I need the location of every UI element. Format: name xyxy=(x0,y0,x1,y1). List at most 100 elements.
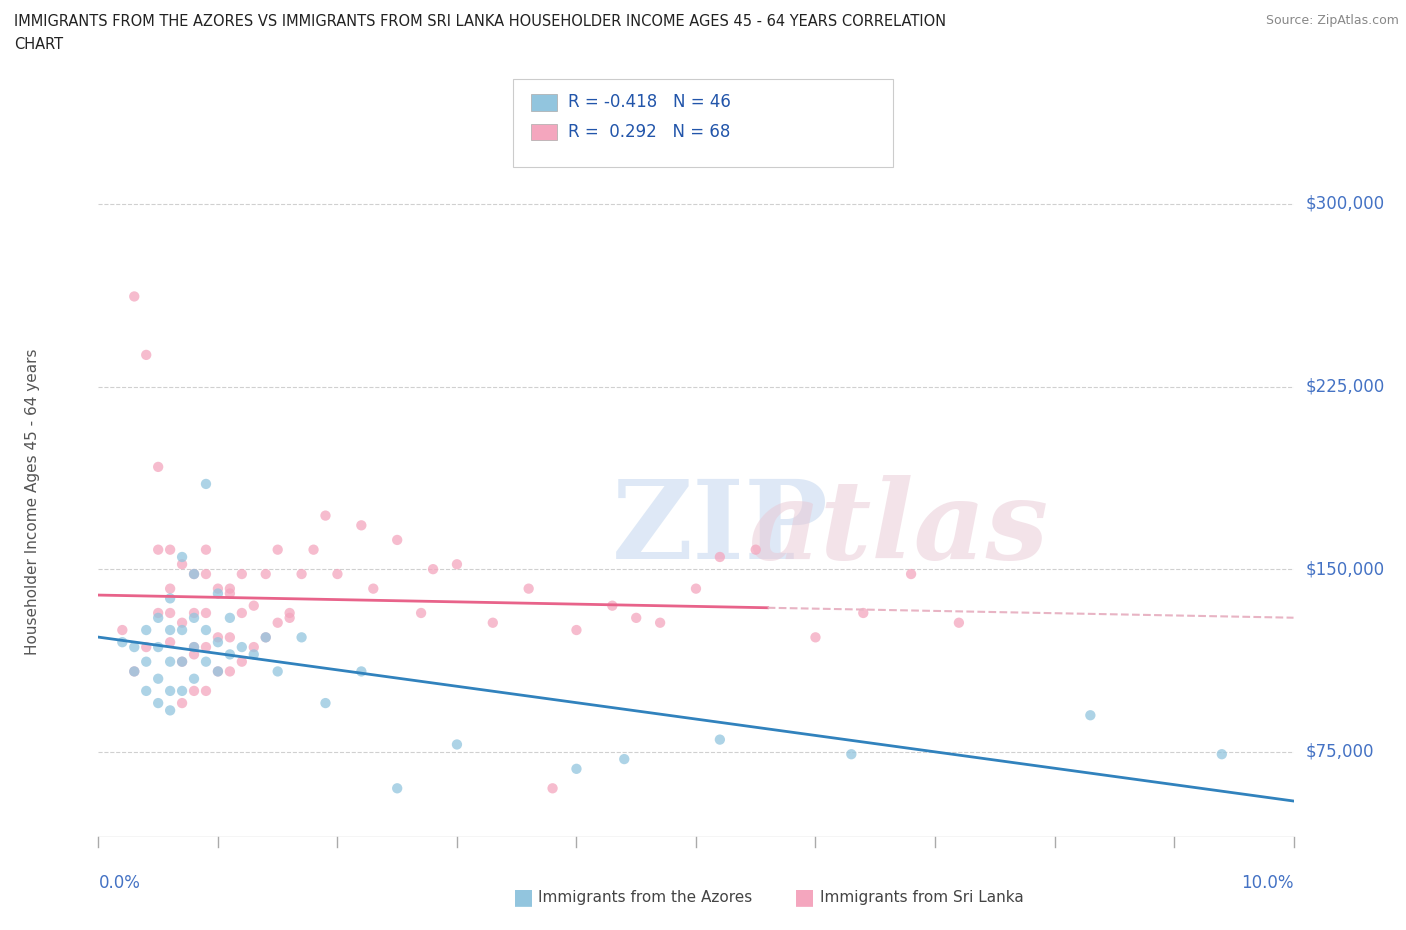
Point xyxy=(111,622,134,637)
Point xyxy=(290,566,312,581)
Point xyxy=(159,622,181,637)
Point xyxy=(267,616,290,631)
Point xyxy=(326,566,349,581)
Point xyxy=(207,635,229,650)
Point xyxy=(541,781,564,796)
Point xyxy=(183,684,205,698)
Point xyxy=(219,664,242,679)
Point xyxy=(183,640,205,655)
Point xyxy=(172,696,194,711)
Point xyxy=(148,696,170,711)
Point xyxy=(709,732,731,747)
Point xyxy=(183,605,205,620)
Point xyxy=(159,581,181,596)
Point xyxy=(148,671,170,686)
Point xyxy=(124,289,146,304)
Point xyxy=(350,664,373,679)
Point xyxy=(231,640,253,655)
Point xyxy=(159,591,181,605)
Point xyxy=(219,581,242,596)
Point xyxy=(565,762,588,777)
Text: $300,000: $300,000 xyxy=(1306,195,1385,213)
Point xyxy=(278,610,301,625)
Point xyxy=(159,654,181,669)
Point xyxy=(124,664,146,679)
Point xyxy=(135,684,157,698)
Text: Immigrants from the Azores: Immigrants from the Azores xyxy=(538,890,752,905)
Point xyxy=(183,647,205,662)
Point xyxy=(745,542,768,557)
Point xyxy=(124,664,146,679)
Point xyxy=(363,581,385,596)
Text: CHART: CHART xyxy=(14,37,63,52)
Point xyxy=(148,605,170,620)
Text: Source: ZipAtlas.com: Source: ZipAtlas.com xyxy=(1265,14,1399,27)
Point xyxy=(900,566,922,581)
Point xyxy=(135,622,157,637)
Point xyxy=(243,598,266,613)
Point xyxy=(159,635,181,650)
Point xyxy=(159,542,181,557)
Text: R = -0.418   N = 46: R = -0.418 N = 46 xyxy=(568,93,731,112)
Point xyxy=(290,630,312,644)
Point xyxy=(565,622,588,637)
Point xyxy=(219,586,242,601)
Point xyxy=(243,640,266,655)
Point xyxy=(243,647,266,662)
Text: IMMIGRANTS FROM THE AZORES VS IMMIGRANTS FROM SRI LANKA HOUSEHOLDER INCOME AGES : IMMIGRANTS FROM THE AZORES VS IMMIGRANTS… xyxy=(14,14,946,29)
Point xyxy=(481,616,505,631)
Point xyxy=(135,654,157,669)
Point xyxy=(254,630,277,644)
Point xyxy=(172,550,194,565)
Text: 0.0%: 0.0% xyxy=(98,873,141,892)
Point xyxy=(207,586,229,601)
Point xyxy=(685,581,707,596)
Point xyxy=(804,630,827,644)
Text: Householder Income Ages 45 - 64 years: Householder Income Ages 45 - 64 years xyxy=(25,349,41,656)
Text: R =  0.292   N = 68: R = 0.292 N = 68 xyxy=(568,123,730,141)
Point xyxy=(219,610,242,625)
Point xyxy=(446,557,468,572)
Point xyxy=(183,671,205,686)
Text: ■: ■ xyxy=(794,887,815,908)
Point xyxy=(148,640,170,655)
Point xyxy=(315,508,337,523)
Point xyxy=(194,476,218,491)
Point xyxy=(207,630,229,644)
Point xyxy=(1211,747,1233,762)
Point xyxy=(172,616,194,631)
Point xyxy=(315,696,337,711)
Point xyxy=(135,640,157,655)
Point xyxy=(624,610,647,625)
Point xyxy=(207,664,229,679)
Point xyxy=(385,533,409,548)
Point xyxy=(648,616,672,631)
Point xyxy=(172,622,194,637)
Point xyxy=(302,542,325,557)
Point xyxy=(852,605,875,620)
Point xyxy=(422,562,444,577)
Point xyxy=(172,654,194,669)
Point xyxy=(1080,708,1102,723)
Text: Immigrants from Sri Lanka: Immigrants from Sri Lanka xyxy=(820,890,1024,905)
Point xyxy=(159,684,181,698)
Point xyxy=(219,647,242,662)
Point xyxy=(254,630,277,644)
Point xyxy=(124,640,146,655)
Point xyxy=(194,566,218,581)
Point xyxy=(194,622,218,637)
Text: $75,000: $75,000 xyxy=(1306,743,1374,761)
Text: atlas: atlas xyxy=(749,475,1049,583)
Point xyxy=(172,684,194,698)
Text: $225,000: $225,000 xyxy=(1306,378,1385,395)
Point xyxy=(183,566,205,581)
Point xyxy=(231,605,253,620)
Point xyxy=(385,781,409,796)
Point xyxy=(183,640,205,655)
Point xyxy=(159,703,181,718)
Point xyxy=(948,616,970,631)
Point xyxy=(709,550,731,565)
Text: ■: ■ xyxy=(513,887,534,908)
Point xyxy=(183,566,205,581)
Point xyxy=(267,542,290,557)
